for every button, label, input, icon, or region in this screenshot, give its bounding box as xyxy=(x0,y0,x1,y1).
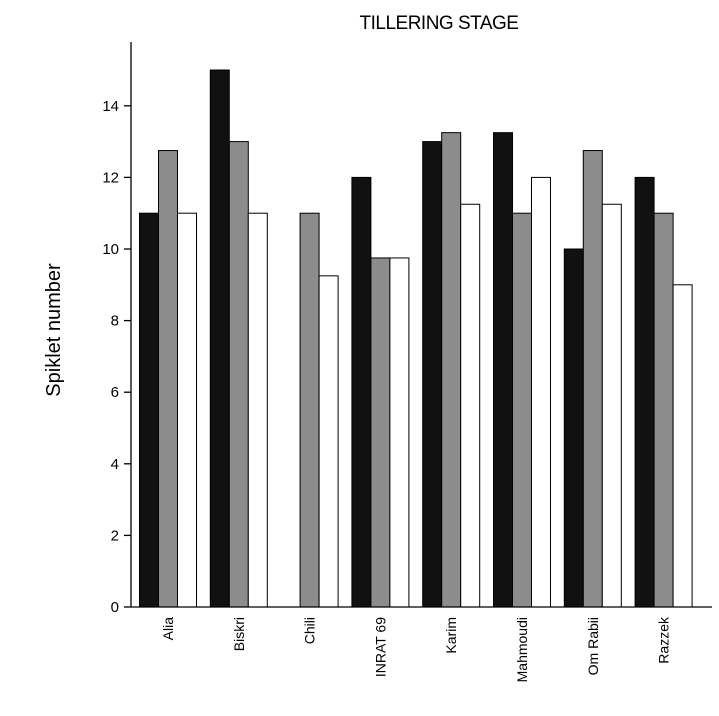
y-tick-label: 12 xyxy=(102,169,119,186)
bar xyxy=(441,132,462,608)
x-tick-labels-group: Alia Biskri Chili INRAT 69 Karim Mahmoudi Om R… xyxy=(160,616,672,682)
x-tick-label: Om Rabii xyxy=(585,617,601,675)
y-tick-label: 8 xyxy=(111,313,119,330)
y-tick-label: 0 xyxy=(111,599,119,616)
axes-group xyxy=(130,42,712,608)
y-tick-label: 10 xyxy=(102,241,119,258)
bars-group xyxy=(139,69,693,608)
bar xyxy=(493,132,513,608)
x-tick-label: INRAT 69 xyxy=(372,617,388,677)
x-tick-label: Karim xyxy=(443,617,459,654)
y-axis-label: Spiklet number xyxy=(43,263,65,397)
bar xyxy=(531,176,551,608)
x-tick-label: Biskri xyxy=(231,617,247,651)
bar xyxy=(582,150,603,608)
y-tick-label: 6 xyxy=(111,384,119,401)
bar xyxy=(460,203,481,608)
x-tick-label: Alia xyxy=(160,617,176,641)
bar xyxy=(601,203,622,608)
bar xyxy=(634,176,655,608)
bar xyxy=(228,141,249,608)
bar xyxy=(299,212,320,608)
chart-title: TILLERING STAGE xyxy=(360,13,519,34)
x-tick-label: Mahmoudi xyxy=(514,617,530,682)
bar xyxy=(422,141,443,608)
y-tick-label: 4 xyxy=(111,456,119,473)
y-ticks-group: 0 2 4 6 8 10 12 14 xyxy=(102,98,131,616)
bar xyxy=(177,212,197,608)
bar xyxy=(389,257,410,608)
bar xyxy=(318,275,339,608)
bar xyxy=(247,212,268,608)
y-tick-label: 14 xyxy=(102,98,119,115)
bar xyxy=(139,212,159,608)
bar xyxy=(209,69,230,608)
bar xyxy=(370,257,391,608)
x-tick-label: Razzek xyxy=(656,616,672,664)
x-tick-label: Chili xyxy=(302,617,318,644)
y-tick-label: 2 xyxy=(111,527,119,544)
bar xyxy=(672,284,693,608)
bar xyxy=(158,150,178,608)
bar xyxy=(653,212,674,608)
bar xyxy=(563,248,584,608)
bar xyxy=(512,212,532,608)
bar xyxy=(351,176,372,608)
